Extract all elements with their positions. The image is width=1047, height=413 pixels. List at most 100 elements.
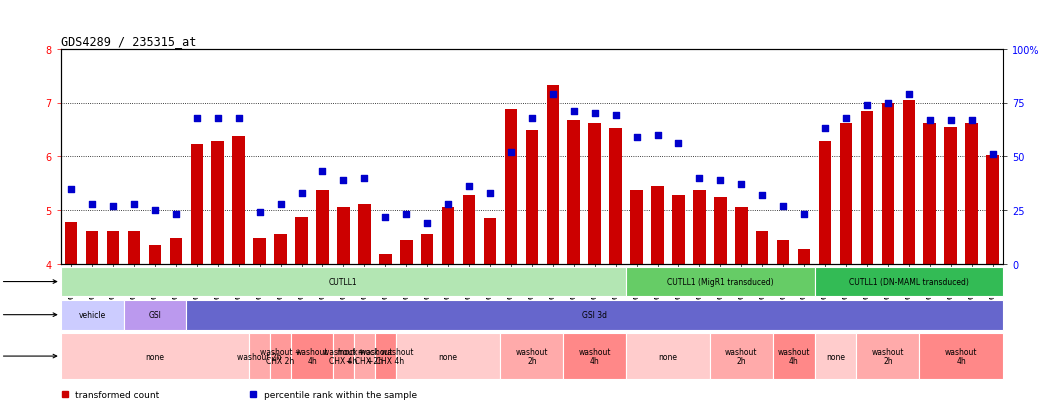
Bar bbox=[944, 127, 957, 264]
Point bbox=[293, 190, 310, 197]
Bar bbox=[124, 300, 186, 330]
Bar bbox=[211, 142, 224, 264]
Bar bbox=[249, 333, 270, 379]
Point bbox=[607, 113, 624, 119]
Point bbox=[168, 211, 184, 218]
Bar bbox=[337, 208, 350, 264]
Bar bbox=[526, 131, 538, 264]
Bar bbox=[232, 137, 245, 264]
Text: none: none bbox=[659, 352, 677, 361]
Point bbox=[649, 132, 666, 139]
Bar bbox=[986, 156, 999, 264]
Point bbox=[335, 177, 352, 184]
Text: GSI 3d: GSI 3d bbox=[582, 311, 607, 319]
Text: percentile rank within the sample: percentile rank within the sample bbox=[264, 389, 417, 399]
Bar bbox=[61, 333, 249, 379]
Point bbox=[524, 115, 540, 121]
Bar bbox=[882, 103, 894, 264]
Bar bbox=[756, 231, 768, 264]
Bar bbox=[400, 240, 413, 264]
Point bbox=[314, 169, 331, 175]
Text: protocol: protocol bbox=[0, 352, 57, 361]
Bar bbox=[965, 123, 978, 264]
Bar bbox=[773, 333, 815, 379]
Bar bbox=[735, 208, 748, 264]
Text: mock washout
+ CHX 4h: mock washout + CHX 4h bbox=[357, 347, 414, 366]
Text: GSI: GSI bbox=[149, 311, 161, 319]
Text: CUTLL1 (DN-MAML transduced): CUTLL1 (DN-MAML transduced) bbox=[849, 278, 968, 286]
Text: vehicle: vehicle bbox=[79, 311, 106, 319]
Point bbox=[84, 201, 101, 207]
Bar bbox=[128, 231, 140, 264]
Point bbox=[754, 192, 771, 199]
Bar bbox=[815, 267, 1003, 297]
Text: washout
4h: washout 4h bbox=[295, 347, 329, 366]
Point bbox=[419, 220, 436, 227]
Bar bbox=[358, 204, 371, 264]
Point bbox=[440, 201, 456, 207]
Text: washout
4h: washout 4h bbox=[578, 347, 611, 366]
Bar bbox=[903, 100, 915, 264]
Bar bbox=[630, 190, 643, 264]
Bar bbox=[291, 333, 333, 379]
Bar bbox=[170, 239, 182, 264]
Bar bbox=[815, 333, 856, 379]
Bar bbox=[693, 190, 706, 264]
Point bbox=[105, 203, 121, 210]
Bar bbox=[777, 240, 789, 264]
Bar bbox=[923, 123, 936, 264]
Bar bbox=[396, 333, 500, 379]
Point bbox=[586, 111, 603, 117]
Bar bbox=[274, 235, 287, 264]
Text: washout +
CHX 4h: washout + CHX 4h bbox=[322, 347, 364, 366]
Bar bbox=[463, 196, 475, 264]
Bar bbox=[191, 145, 203, 264]
Text: washout
4h: washout 4h bbox=[944, 347, 978, 366]
Bar bbox=[856, 333, 919, 379]
Bar bbox=[710, 333, 773, 379]
Bar bbox=[107, 231, 119, 264]
Point bbox=[691, 175, 708, 182]
Text: GDS4289 / 235315_at: GDS4289 / 235315_at bbox=[61, 36, 196, 48]
Bar bbox=[505, 110, 517, 264]
Point bbox=[544, 91, 561, 98]
Bar bbox=[626, 267, 815, 297]
Point bbox=[356, 175, 373, 182]
Bar bbox=[563, 333, 626, 379]
Point bbox=[565, 109, 582, 115]
Text: mock washout
+ CHX 2h: mock washout + CHX 2h bbox=[336, 347, 393, 366]
Point bbox=[712, 177, 729, 184]
Point bbox=[921, 117, 938, 124]
Bar bbox=[379, 255, 392, 264]
Point bbox=[398, 211, 415, 218]
Bar bbox=[270, 333, 291, 379]
Bar bbox=[354, 333, 375, 379]
Bar bbox=[484, 219, 496, 264]
Bar bbox=[567, 121, 580, 264]
Bar bbox=[651, 186, 664, 264]
Bar bbox=[840, 123, 852, 264]
Text: washout
2h: washout 2h bbox=[515, 347, 549, 366]
Point bbox=[272, 201, 289, 207]
Bar bbox=[421, 235, 433, 264]
Text: agent: agent bbox=[0, 311, 57, 319]
Point bbox=[817, 126, 833, 132]
Text: washout
2h: washout 2h bbox=[871, 347, 905, 366]
Bar bbox=[375, 333, 396, 379]
Bar bbox=[547, 86, 559, 264]
Point bbox=[482, 190, 498, 197]
Bar bbox=[61, 300, 124, 330]
Bar bbox=[500, 333, 563, 379]
Point bbox=[188, 115, 205, 121]
Point bbox=[461, 184, 477, 190]
Point bbox=[942, 117, 959, 124]
Point bbox=[879, 100, 896, 107]
Point bbox=[963, 117, 980, 124]
Text: washout
4h: washout 4h bbox=[777, 347, 810, 366]
Bar bbox=[65, 223, 77, 264]
Text: transformed count: transformed count bbox=[75, 389, 159, 399]
Text: none: none bbox=[439, 352, 458, 361]
Text: none: none bbox=[826, 352, 845, 361]
Point bbox=[126, 201, 142, 207]
Bar bbox=[609, 129, 622, 264]
